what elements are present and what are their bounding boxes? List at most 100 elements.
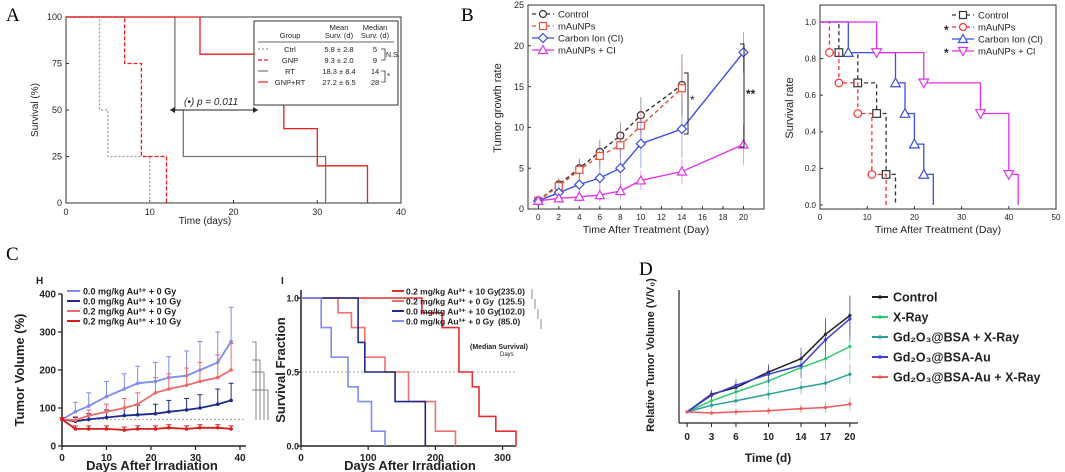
y-tick-label: 0.8 bbox=[805, 54, 817, 63]
series-line bbox=[61, 369, 232, 422]
data-point bbox=[573, 191, 585, 201]
y-tick-label: 0.4 bbox=[805, 128, 817, 137]
legend-median: (235.0) bbox=[498, 287, 525, 297]
data-point bbox=[957, 33, 969, 44]
data-point bbox=[122, 428, 127, 432]
legend-marker bbox=[878, 335, 882, 339]
significance-bracket-2 bbox=[740, 43, 745, 148]
x-tick-label: 200 bbox=[427, 453, 444, 464]
y-axis-label: Survival Fraction bbox=[273, 317, 288, 423]
legend-median: (102.0) bbox=[498, 307, 525, 317]
series-maunps bbox=[820, 21, 887, 205]
data-point bbox=[889, 76, 902, 88]
x-tick-label: 0 bbox=[536, 213, 541, 222]
legend-label: 0.0 mg/kg Au³⁺ + 0 Gy bbox=[83, 287, 176, 297]
x-axis-label: Time (days) bbox=[179, 216, 231, 227]
series-gd-o-bsa-x-ray bbox=[685, 364, 852, 414]
x-tick-label: 300 bbox=[494, 453, 511, 464]
x-tick-label: 8 bbox=[618, 213, 623, 222]
x-tick-label: 40 bbox=[396, 207, 406, 217]
data-point bbox=[229, 398, 233, 403]
table-cell: 14 bbox=[371, 67, 379, 76]
pvalue-arrowhead-left bbox=[170, 107, 175, 113]
x-tick-label: 20 bbox=[844, 432, 856, 443]
data-point bbox=[918, 78, 930, 89]
y-tick-label: 15 bbox=[514, 82, 524, 92]
y-tick-label: 25 bbox=[52, 152, 62, 162]
data-point bbox=[635, 138, 647, 150]
data-point bbox=[167, 387, 171, 391]
data-point bbox=[614, 185, 626, 196]
x-tick-label: 16 bbox=[698, 213, 707, 222]
data-point bbox=[167, 410, 171, 414]
y-tick-label: 0.6 bbox=[805, 91, 817, 100]
table-header: Mean bbox=[330, 23, 349, 32]
x-tick-label: 30 bbox=[190, 453, 202, 464]
x-axis-label: Time After Treatment (Day) bbox=[583, 224, 709, 236]
data-point bbox=[104, 427, 109, 431]
data-point bbox=[537, 44, 549, 55]
legend-label: mAuNPs + Cl bbox=[978, 47, 1035, 58]
y-axis-label: Relative Tumor Volume (V/V₀) bbox=[645, 278, 657, 432]
data-point bbox=[537, 32, 549, 44]
data-point bbox=[734, 383, 738, 387]
table-header: Median bbox=[363, 23, 388, 32]
pvalue-arrowhead-right bbox=[253, 107, 258, 113]
y-tick-label: 0.5 bbox=[286, 368, 299, 378]
data-point bbox=[122, 406, 127, 410]
legend-subtitle: Days bbox=[500, 352, 514, 358]
legend-label: mAuNPs bbox=[558, 22, 596, 33]
y-axis-label: Tumor Volume (%) bbox=[12, 314, 27, 427]
y-tick-label: 0.2 bbox=[805, 164, 817, 173]
series-gd-o-bsa-au bbox=[685, 296, 852, 414]
y-tick-label: 100 bbox=[39, 404, 56, 415]
legend-median: (85.0) bbox=[498, 317, 520, 327]
x-tick-label: 10 bbox=[763, 432, 775, 443]
subpanel-label-h: H bbox=[36, 276, 43, 287]
x-tick-label: 6 bbox=[598, 213, 603, 222]
data-point bbox=[167, 425, 171, 430]
significance-bracket-1 bbox=[684, 72, 689, 135]
data-point bbox=[709, 411, 714, 415]
legend-label: 0.0 mg/kg Au³⁺ + 10 Gy bbox=[406, 307, 499, 317]
x-tick-label: 20 bbox=[228, 207, 238, 217]
data-point bbox=[614, 162, 626, 174]
x-tick-label: 10 bbox=[863, 213, 872, 222]
legend-label: 0.2 mg/kg Au³⁺ + 0 Gy bbox=[406, 297, 494, 307]
series-maunps-cl bbox=[820, 21, 1019, 205]
table-cell: RT bbox=[285, 67, 295, 76]
data-point bbox=[823, 357, 828, 361]
data-point bbox=[215, 402, 220, 407]
data-point bbox=[135, 427, 140, 431]
data-point bbox=[153, 391, 158, 395]
legend-label: 0.2 mg/kg Au³⁺ + 10 Gy bbox=[83, 317, 181, 327]
panel-a-survival-chart: 0 10 20 30 40 0 25 50 75 100 Survival (%) Time (d… bbox=[30, 12, 406, 227]
legend-marker bbox=[878, 295, 882, 299]
x-tick-label: 40 bbox=[1004, 213, 1013, 222]
data-point bbox=[594, 172, 606, 184]
x-tick-label: 30 bbox=[312, 207, 322, 217]
y-tick-label: 0 bbox=[57, 198, 62, 208]
y-tick-label: 0.0 bbox=[805, 201, 817, 210]
data-point bbox=[60, 417, 64, 422]
x-tick-label: 2 bbox=[557, 213, 562, 222]
data-point bbox=[848, 402, 852, 406]
x-axis-label: Time (d) bbox=[745, 451, 791, 465]
data-point bbox=[799, 385, 803, 390]
y-tick-label: 0.0 bbox=[286, 442, 299, 452]
y-tick-label: 0 bbox=[50, 442, 56, 453]
data-point bbox=[86, 427, 91, 431]
x-axis-label: Days After Irradiation bbox=[86, 458, 218, 472]
legend-label: 0.2 mg/kg Au³⁺ + 0 Gy bbox=[83, 307, 176, 317]
data-point bbox=[73, 418, 78, 422]
significance-star-1: * bbox=[690, 93, 695, 107]
legend-label: mAuNPs bbox=[978, 23, 1016, 34]
series-0-2-mg-kg-au-10-gy bbox=[59, 417, 234, 432]
survival-line-0-0-mg-kg-au-0-gy bbox=[301, 297, 386, 446]
panel-b-survival-chart: 0 10 20 30 40 50 0.0 0.2 0.4 0.6 0.8 1.0 Survival r… bbox=[784, 4, 1061, 236]
legend-label: Control bbox=[893, 291, 937, 305]
data-point bbox=[198, 379, 202, 384]
